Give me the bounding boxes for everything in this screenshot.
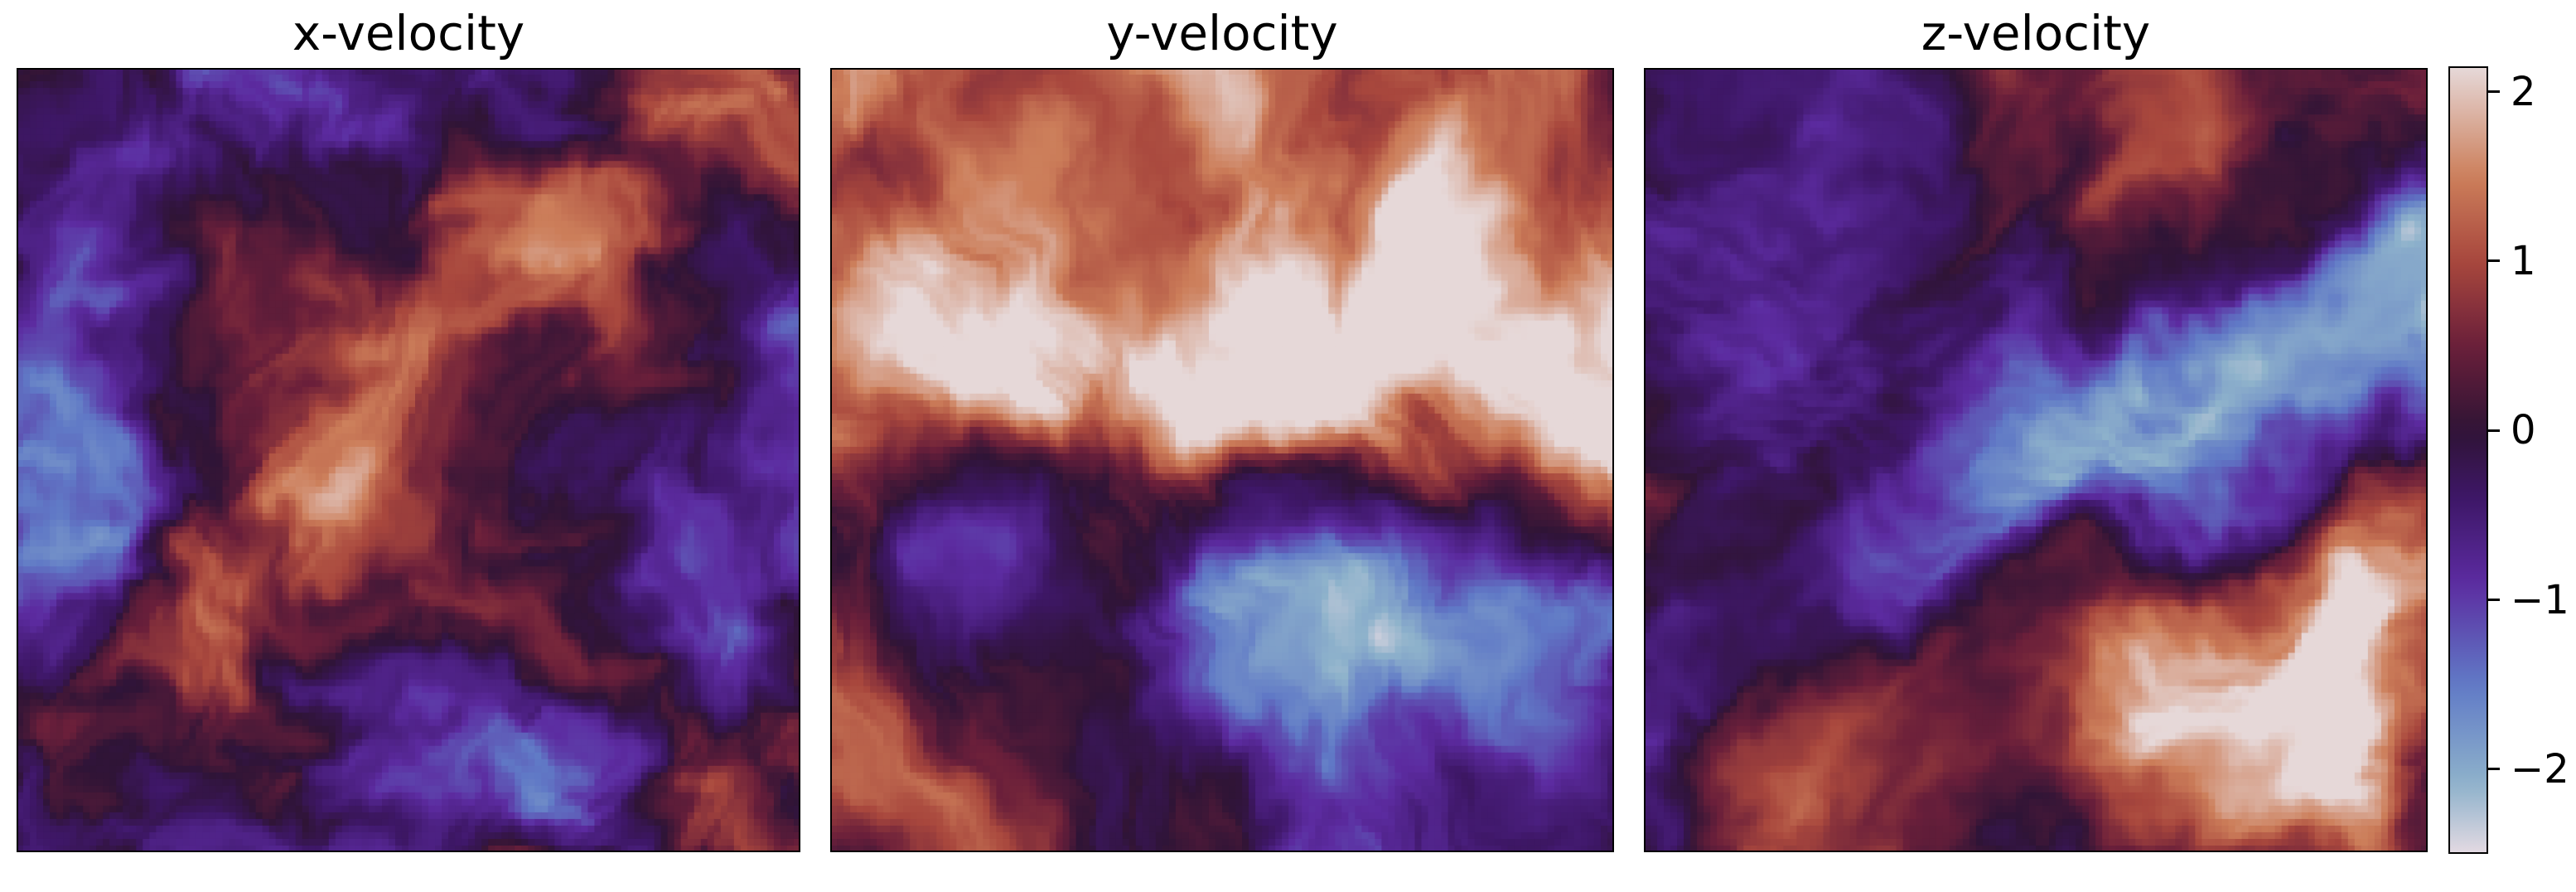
- colorbar-tick: [2488, 259, 2500, 263]
- panel-title-x: x-velocity: [17, 3, 800, 63]
- colorbar: [2448, 66, 2488, 854]
- colorbar-tick: [2488, 599, 2500, 602]
- colorbar-tick: [2488, 90, 2500, 94]
- heatmap-z-velocity: [1644, 68, 2428, 852]
- colorbar-tick: [2488, 768, 2500, 771]
- colorbar-tick-label: 2: [2511, 69, 2536, 115]
- colorbar-tick-label: 0: [2511, 407, 2536, 453]
- heatmap-y-velocity: [830, 68, 1614, 852]
- colorbar-tick-label: −1: [2511, 577, 2569, 623]
- panel-title-y: y-velocity: [830, 3, 1614, 63]
- panel-title-z: z-velocity: [1644, 3, 2428, 63]
- heatmap-x-velocity: [17, 68, 800, 852]
- colorbar-tick: [2488, 429, 2500, 432]
- colorbar-tick-label: 1: [2511, 238, 2536, 284]
- colorbar-tick-label: −2: [2511, 746, 2569, 793]
